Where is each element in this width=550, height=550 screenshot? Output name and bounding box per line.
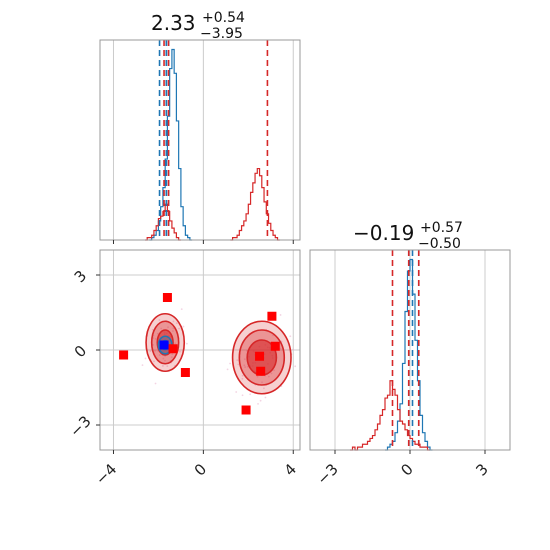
scatter-sample-30: [257, 403, 259, 405]
scatter-sample-28: [273, 369, 275, 372]
scatter-sample-44: [241, 394, 244, 397]
scatter-sample-69: [160, 327, 163, 330]
scatter-sample-5: [170, 356, 173, 359]
scatter-sample-47: [175, 322, 178, 325]
scatter-marker-9: [159, 340, 169, 350]
scatter-sample-129: [185, 342, 188, 345]
scatter-marker-5: [255, 351, 265, 361]
scatter-x-tick-label-0: −4: [92, 460, 120, 488]
histogram-param-1-panel: [99, 39, 301, 244]
hist2-x-tick-label-2: 3: [472, 460, 491, 479]
hist1-series-0: [149, 48, 193, 241]
scatter-sample-88: [264, 396, 267, 399]
scatter-sample-131: [158, 354, 161, 356]
title-param-1-value: 2.33: [151, 11, 196, 35]
scatter-sample-117: [178, 327, 180, 330]
title-param-1-minus: −3.95: [200, 26, 243, 42]
scatter-sample-62: [279, 347, 282, 350]
scatter-marker-6: [256, 366, 266, 376]
scatter-sample-93: [162, 357, 165, 360]
scatter-sample-89: [180, 308, 183, 311]
scatter-sample-99: [166, 365, 169, 367]
scatter-sample-12: [259, 399, 262, 402]
scatter-y-tick-label-2: −3: [66, 412, 94, 440]
scatter-sample-6: [294, 365, 297, 368]
scatter-sample-122: [243, 358, 246, 361]
scatter-marker-2: [119, 350, 129, 360]
hist1-series-1: [144, 203, 181, 241]
scatter-sample-13: [167, 326, 169, 329]
scatter-sample-83: [172, 327, 175, 330]
scatter-sample-19: [153, 360, 155, 363]
scatter-sample-35: [172, 320, 175, 323]
scatter-sample-39: [154, 350, 156, 352]
scatter-marker-3: [180, 368, 190, 377]
scatter-marker-8: [168, 344, 178, 354]
title-param-2-value: −0.19: [353, 221, 414, 245]
scatter-sample-64: [267, 375, 270, 378]
scatter-sample-134: [289, 335, 292, 338]
scatter-marker-4: [270, 341, 280, 351]
scatter-sample-51: [161, 365, 164, 367]
scatter-sample-84: [229, 362, 231, 365]
scatter-marker-7: [241, 405, 251, 415]
scatter-y-tick-label-1: 0: [71, 342, 90, 361]
scatter-sample-107: [179, 350, 181, 353]
scatter-sample-109: [171, 353, 174, 356]
scatter-sample-96: [261, 381, 263, 384]
scatter-sample-38: [249, 393, 252, 396]
scatter-sample-135: [149, 350, 152, 353]
scatter-sample-14: [279, 314, 282, 316]
scatter-sample-128: [236, 359, 239, 362]
scatter-sample-102: [246, 365, 249, 368]
scatter-sample-87: [172, 330, 174, 332]
scatter-sample-46: [270, 372, 273, 375]
scatter-sample-1: [154, 337, 157, 340]
scatter-sample-139: [141, 364, 144, 367]
scatter-y-tick-label-0: 3: [71, 267, 90, 286]
scatter-sample-36: [263, 387, 265, 390]
hist1-series-2: [230, 167, 280, 241]
scatter-sample-81: [154, 382, 157, 385]
scatter-sample-10: [235, 391, 238, 393]
scatter-sample-59: [152, 343, 155, 346]
scatter-sample-26: [244, 366, 247, 368]
scatter-sample-103: [158, 319, 161, 321]
scatter-marker-0: [162, 293, 172, 302]
scatter-sample-94: [243, 364, 246, 367]
scatter-x-tick-label-1: 0: [191, 460, 210, 479]
scatter-marker-1: [267, 311, 277, 321]
scatter-x-tick-label-2: 4: [281, 460, 300, 479]
hist2-series-1: [350, 380, 430, 451]
scatter-sample-105: [156, 332, 159, 335]
hist2-x-tick-label-0: −3: [313, 460, 341, 488]
title-param-1-plus: +0.54: [202, 10, 245, 26]
scatter-sample-80: [256, 375, 259, 378]
scatter-sample-79: [174, 342, 177, 345]
hist1-frame: [99, 39, 301, 241]
hist2-x-tick-label-1: 0: [397, 460, 416, 479]
histogram-param-2-panel: −3 0 3: [309, 249, 511, 488]
scatter-sample-70: [226, 368, 229, 371]
title-param-2-plus: +0.57: [420, 220, 463, 236]
scatter-sample-92: [241, 377, 244, 380]
scatter-sample-29: [164, 359, 166, 362]
scatter-sample-68: [292, 348, 294, 351]
scatter-sample-45: [144, 357, 147, 360]
title-param-2-minus: −0.50: [418, 236, 461, 252]
scatter-sample-71: [182, 325, 185, 328]
scatter-sample-106: [241, 374, 244, 377]
scatter-panel: −4 0 4 3 0 −3: [66, 249, 301, 488]
scatter-sample-136: [237, 363, 240, 366]
